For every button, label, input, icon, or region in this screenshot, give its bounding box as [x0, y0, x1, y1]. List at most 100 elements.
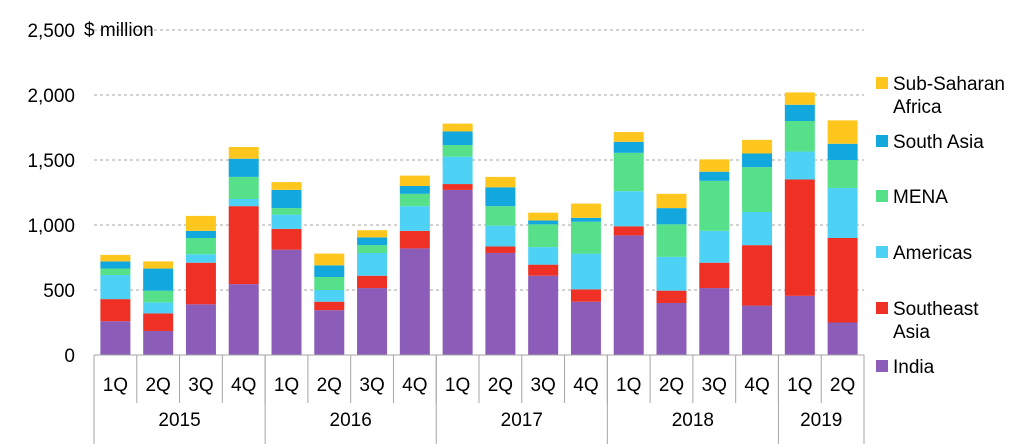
bar-segment-india	[314, 310, 345, 355]
bar-segment-south-asia	[399, 186, 430, 194]
bar-segment-southeast-asia	[570, 289, 601, 302]
bar-segment-americas	[528, 247, 559, 265]
bars	[100, 92, 858, 355]
x-tick-label: 3Q	[530, 375, 555, 396]
bar-segment-southeast-asia	[442, 184, 473, 190]
x-tick-label: 3Q	[188, 375, 213, 396]
legend-swatch	[876, 360, 888, 372]
bar-segment-india	[699, 288, 730, 355]
bar-segment-americas	[143, 302, 174, 314]
legend-swatch	[876, 135, 888, 147]
bar-segment-southeast-asia	[357, 275, 388, 289]
bar-segment-americas	[827, 187, 858, 238]
gridlines	[94, 29, 864, 291]
bar-segment-mena	[528, 224, 559, 248]
bar-segment-mena	[228, 176, 259, 199]
x-tick-label: 2Q	[659, 375, 684, 396]
year-label: 2016	[330, 410, 372, 431]
bar-segment-southeast-asia	[784, 179, 815, 296]
y-tick-label: 1,000	[27, 216, 75, 237]
bar-segment-sub-saharan-africa	[528, 212, 559, 221]
bar-segment-mena	[485, 206, 516, 226]
bar-segment-americas	[357, 252, 388, 276]
x-tick-label: 2Q	[145, 375, 170, 396]
x-tick-label: 4Q	[402, 375, 427, 396]
bar-segment-southeast-asia	[699, 262, 730, 289]
x-tick-label: 2Q	[488, 375, 513, 396]
bar-segment-india	[656, 303, 687, 355]
bar-segment-india	[143, 330, 174, 355]
bar-segment-south-asia	[613, 141, 644, 153]
bar-segment-mena	[143, 290, 174, 303]
bar-segment-sub-saharan-africa	[314, 253, 345, 266]
bar-segment-south-asia	[742, 153, 773, 168]
bar-segment-sub-saharan-africa	[656, 193, 687, 209]
bar-segment-mena	[827, 160, 858, 188]
x-tick-label: 2Q	[830, 375, 855, 396]
bar-segment-south-asia	[228, 158, 259, 177]
bar-segment-mena	[271, 208, 302, 215]
bar-segment-americas	[784, 151, 815, 180]
bar-segment-sub-saharan-africa	[271, 182, 302, 190]
x-tick-label: 1Q	[103, 375, 128, 396]
year-label: 2015	[158, 410, 200, 431]
bar-segment-india	[570, 301, 601, 355]
bar-segment-americas	[228, 199, 259, 207]
bar-segment-southeast-asia	[528, 264, 559, 276]
bar-segment-mena	[742, 167, 773, 212]
bar-segment-south-asia	[784, 104, 815, 121]
legend-swatch	[876, 77, 888, 89]
bar-segment-southeast-asia	[143, 313, 174, 331]
bar-segment-southeast-asia	[613, 226, 644, 236]
bar-segment-sub-saharan-africa	[699, 159, 730, 172]
y-tick-label: 1,500	[27, 151, 75, 172]
bar-segment-southeast-asia	[185, 262, 216, 305]
bar-segment-southeast-asia	[399, 230, 430, 249]
bar-segment-americas	[742, 212, 773, 246]
bar-segment-mena	[656, 224, 687, 257]
bar-segment-south-asia	[570, 217, 601, 222]
legend: Sub-Saharan Africa South Asia MENA Americas S…	[876, 74, 1005, 378]
bar-segment-mena	[357, 245, 388, 253]
bar-segment-sub-saharan-africa	[228, 147, 259, 159]
bar-segment-south-asia	[100, 261, 131, 269]
bar-segment-south-asia	[699, 171, 730, 181]
bar-segment-southeast-asia	[656, 290, 687, 303]
bar-segment-southeast-asia	[100, 299, 131, 322]
bar-segment-south-asia	[143, 268, 174, 291]
x-tick-label: 3Q	[359, 375, 384, 396]
bar-segment-southeast-asia	[827, 238, 858, 323]
legend-swatch	[876, 246, 888, 258]
bar-segment-sub-saharan-africa	[742, 139, 773, 154]
bar-segment-india	[784, 295, 815, 355]
x-tick-label: 1Q	[616, 375, 641, 396]
bar-segment-americas	[399, 206, 430, 231]
bar-segment-americas	[613, 191, 644, 227]
bar-segment-south-asia	[314, 265, 345, 277]
bar-segment-mena	[314, 277, 345, 290]
legend-swatch	[876, 190, 888, 202]
bar-segment-sub-saharan-africa	[357, 230, 388, 238]
x-tick-label: 4Q	[573, 375, 598, 396]
bar-segment-sub-saharan-africa	[570, 203, 601, 218]
bar-segment-americas	[656, 256, 687, 291]
legend-swatch	[876, 302, 888, 314]
x-tick-label: 2Q	[317, 375, 342, 396]
bar-segment-sub-saharan-africa	[185, 215, 216, 231]
bar-segment-sub-saharan-africa	[784, 92, 815, 105]
y-tick-label: 2,500	[27, 21, 75, 42]
bar-segment-india	[613, 235, 644, 355]
bar-segment-americas	[314, 290, 345, 302]
bar-segment-india	[100, 321, 131, 355]
bar-segment-southeast-asia	[228, 206, 259, 285]
y-tick-label: 2,000	[27, 86, 75, 107]
bar-segment-mena	[100, 268, 131, 276]
bar-segment-americas	[570, 253, 601, 290]
bar-segment-sub-saharan-africa	[485, 176, 516, 188]
bar-segment-south-asia	[827, 143, 858, 160]
bar-segment-southeast-asia	[485, 246, 516, 253]
y-tick-label: 500	[43, 281, 75, 302]
year-label: 2018	[672, 410, 714, 431]
bar-segment-americas	[699, 230, 730, 263]
